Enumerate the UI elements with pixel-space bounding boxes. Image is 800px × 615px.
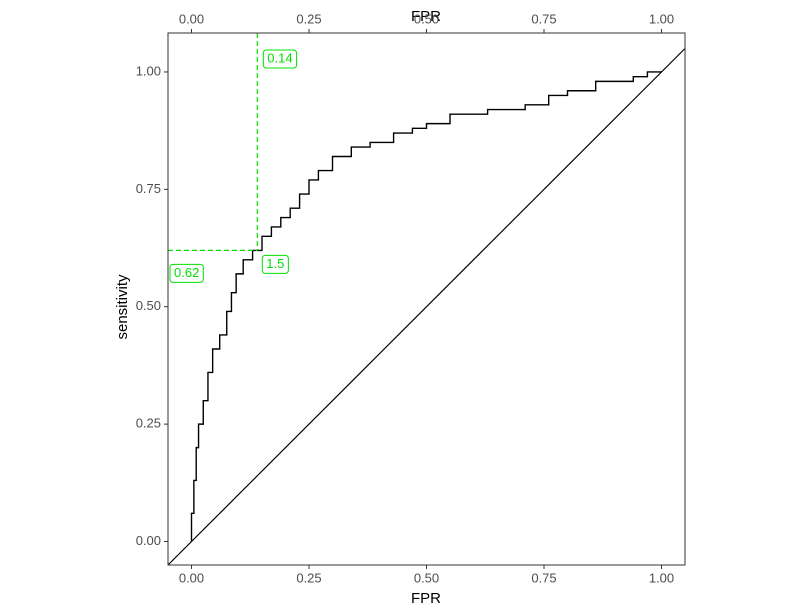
x-tick-label: 1.00 [649,570,674,585]
x2-tick-label: 0.75 [531,11,556,26]
x2-tick-label: 0.25 [296,11,321,26]
x2-axis-label: FPR [411,8,441,25]
x-tick-label: 0.25 [296,570,321,585]
x2-tick-label: 0.50 [414,11,439,26]
y-tick-label: 0.75 [136,181,161,196]
threshold-label: 1.5 [266,256,284,271]
x2-tick-label: 1.00 [649,11,674,26]
x-tick-label: 0.00 [179,570,204,585]
x-axis-label: FPR [411,590,441,607]
panel-border [167,32,686,566]
y-tick-label: 0.00 [136,533,161,548]
reference-line [167,48,686,566]
sensitivity-label-box [169,263,204,283]
sensitivity-label: 0.62 [174,265,199,280]
fpr-label-box [262,49,298,69]
threshold-label-box [261,254,289,274]
fpr-label: 0.14 [267,50,292,65]
x-tick-label: 0.75 [531,570,556,585]
y-tick-label: 0.50 [136,298,161,313]
y-axis-label: sensitivity [114,274,131,340]
y-tick-label: 1.00 [136,63,161,78]
x2-tick-label: 0.00 [179,11,204,26]
y-tick-label: 0.25 [136,416,161,431]
roc-curve [190,71,662,542]
x-tick-label: 0.50 [414,570,439,585]
